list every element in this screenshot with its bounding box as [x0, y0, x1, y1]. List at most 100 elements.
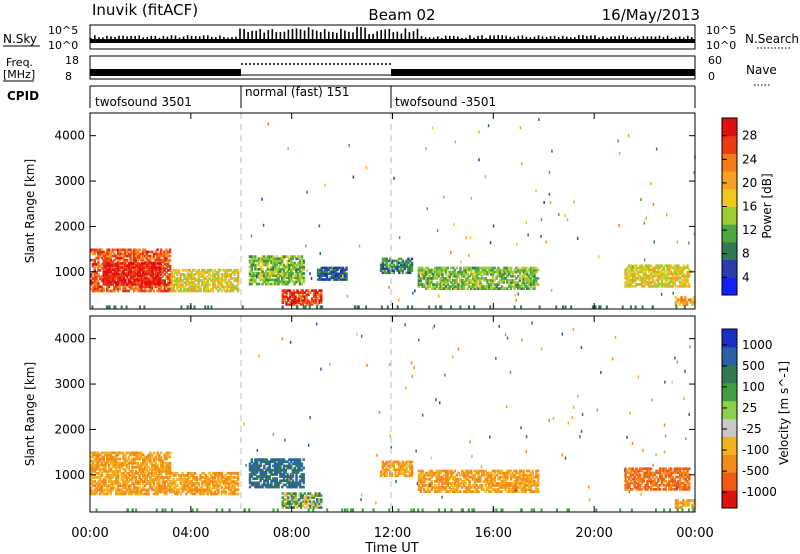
data-cell — [131, 472, 134, 475]
data-cell — [236, 488, 240, 492]
data-cell — [275, 468, 278, 472]
data-cell — [648, 276, 651, 280]
data-cell — [204, 285, 208, 289]
data-cell — [403, 261, 406, 265]
data-cell — [120, 270, 124, 274]
data-cell — [156, 470, 159, 473]
data-cell — [297, 458, 300, 461]
data-cell — [491, 488, 495, 491]
data-cell — [95, 482, 98, 485]
data-cell — [666, 264, 669, 268]
data-cell — [264, 460, 268, 464]
data-cell — [167, 275, 170, 278]
data-cell — [192, 476, 195, 479]
ground-point — [489, 305, 492, 309]
data-cell — [149, 282, 153, 286]
data-cell — [693, 303, 696, 306]
data-cell — [145, 455, 148, 459]
data-cell — [202, 289, 206, 293]
data-cell — [158, 264, 162, 267]
data-cell — [290, 257, 293, 261]
data-cell — [341, 266, 345, 270]
data-cell — [434, 484, 437, 487]
data-cell — [511, 285, 514, 288]
nsky-bar — [432, 37, 435, 41]
data-cell — [421, 285, 424, 288]
data-cell — [437, 480, 440, 483]
data-cell — [491, 281, 495, 284]
sparse-point — [398, 236, 401, 240]
data-cell — [310, 289, 314, 292]
data-cell — [266, 477, 270, 480]
data-cell — [136, 252, 139, 256]
data-cell — [502, 268, 505, 272]
data-cell — [153, 262, 156, 265]
nsky-bar — [473, 37, 475, 41]
data-cell — [329, 270, 332, 273]
data-cell — [131, 490, 134, 494]
sparse-point — [548, 192, 551, 196]
data-cell — [145, 277, 148, 280]
data-cell — [497, 270, 500, 274]
data-cell — [293, 282, 296, 286]
station-title: Inuvik (fitACF) — [92, 1, 198, 19]
data-cell — [144, 276, 147, 280]
data-cell — [310, 494, 314, 497]
data-cell — [252, 464, 255, 468]
data-cell — [128, 268, 131, 271]
nsky-bar — [420, 36, 423, 41]
data-cell — [299, 297, 303, 300]
data-cell — [220, 279, 224, 282]
data-cell — [161, 470, 165, 473]
data-cell — [108, 276, 111, 280]
data-cell — [167, 289, 170, 293]
data-cell — [434, 287, 437, 290]
data-cell — [470, 272, 473, 276]
data-cell — [233, 476, 236, 479]
data-cell — [459, 287, 462, 290]
data-cell — [426, 473, 430, 477]
data-cell — [122, 453, 125, 457]
data-cell — [300, 272, 304, 275]
data-cell — [332, 266, 336, 270]
data-cell — [334, 268, 338, 272]
nsky-bar — [481, 35, 483, 41]
data-cell — [137, 272, 140, 276]
data-cell — [99, 264, 102, 268]
data-cell — [673, 283, 676, 286]
data-cell — [409, 468, 412, 472]
data-cell — [417, 484, 421, 487]
data-cell — [109, 478, 113, 481]
data-cell — [452, 482, 455, 485]
data-cell — [113, 274, 116, 278]
data-cell — [673, 266, 676, 270]
data-cell — [186, 289, 190, 293]
data-cell — [281, 502, 284, 505]
data-cell — [122, 472, 125, 475]
data-cell — [426, 471, 430, 475]
data-cell — [421, 277, 424, 280]
data-cell — [664, 274, 667, 278]
data-cell — [111, 254, 114, 258]
data-cell — [257, 263, 261, 267]
data-cell — [190, 484, 193, 487]
data-cell — [256, 481, 259, 485]
data-cell — [179, 275, 182, 278]
data-cell — [208, 484, 211, 487]
data-cell — [259, 477, 262, 480]
data-cell — [106, 254, 109, 258]
data-cell — [398, 472, 401, 476]
data-cell — [298, 479, 302, 483]
data-cell — [497, 490, 500, 493]
data-cell — [142, 476, 145, 479]
data-cell — [163, 269, 166, 272]
data-cell — [254, 483, 257, 487]
data-cell — [637, 266, 640, 270]
data-cell — [682, 264, 686, 268]
data-cell — [138, 470, 141, 473]
data-cell — [294, 502, 297, 505]
data-cell — [290, 263, 293, 267]
data-cell — [644, 264, 647, 268]
data-cell — [208, 471, 211, 475]
data-cell — [453, 272, 457, 276]
